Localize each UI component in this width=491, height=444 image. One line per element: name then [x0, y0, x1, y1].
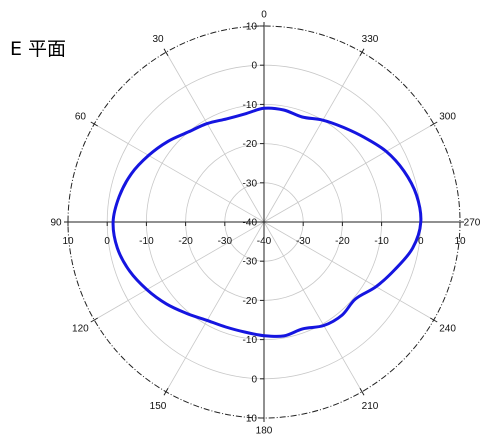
chart-title: E 平面: [10, 38, 67, 60]
angle-label: 0: [261, 10, 267, 21]
angle-label: 120: [72, 324, 89, 335]
y-tick-label: -10: [243, 335, 258, 346]
spoke-line: [263, 123, 434, 223]
x-tick-label: 0: [418, 236, 424, 247]
angle-label: 240: [439, 324, 456, 335]
angle-label: 330: [362, 34, 379, 45]
axis-layer: [67, 25, 461, 419]
x-tick-label: -10: [374, 236, 389, 247]
angle-label: 30: [152, 34, 164, 45]
spoke-line: [263, 221, 434, 321]
series-layer: [111, 106, 423, 338]
x-tick-label: -10: [139, 236, 154, 247]
spoke-line: [165, 221, 265, 392]
spoke-line: [94, 221, 265, 321]
spoke-line: [165, 52, 265, 223]
y-tick-label: -40: [243, 218, 258, 229]
x-tick-label: 10: [454, 236, 466, 247]
angle-label: 150: [150, 401, 167, 412]
x-tick-label: -20: [335, 236, 350, 247]
y-tick-label: 0: [251, 374, 257, 385]
angle-label: 60: [75, 112, 87, 123]
angle-label: 300: [439, 112, 456, 123]
angle-tick: [90, 317, 98, 323]
spoke-line: [263, 52, 363, 223]
spoke-line: [94, 123, 265, 223]
y-tick-label: -10: [243, 100, 258, 111]
angle-tick: [359, 388, 365, 396]
y-tick-label: -30: [243, 257, 258, 268]
x-tick-label: 0: [104, 236, 110, 247]
y-tick-label: 10: [246, 22, 258, 33]
pattern-line: [111, 106, 423, 338]
y-tick-label: -30: [243, 178, 258, 189]
x-tick-label: -20: [178, 236, 193, 247]
y-tick-label: -20: [243, 139, 258, 150]
angle-tick: [163, 388, 169, 396]
angle-tick: [359, 48, 365, 56]
y-tick-label: -20: [243, 296, 258, 307]
angle-tick: [430, 317, 438, 323]
angle-tick: [430, 121, 438, 127]
x-tick-label: -40: [257, 236, 272, 247]
x-tick-label: -30: [218, 236, 233, 247]
y-tick-label: 0: [251, 61, 257, 72]
angle-label: 180: [256, 426, 273, 437]
angle-label: 270: [464, 218, 481, 229]
spoke-line: [263, 221, 363, 392]
angle-tick: [90, 121, 98, 127]
x-tick-label: 10: [62, 236, 74, 247]
angle-label: 90: [50, 218, 62, 229]
angle-tick: [163, 48, 169, 56]
y-tick-label: 10: [246, 414, 258, 425]
angle-label: 210: [362, 401, 379, 412]
x-tick-label: -30: [296, 236, 311, 247]
